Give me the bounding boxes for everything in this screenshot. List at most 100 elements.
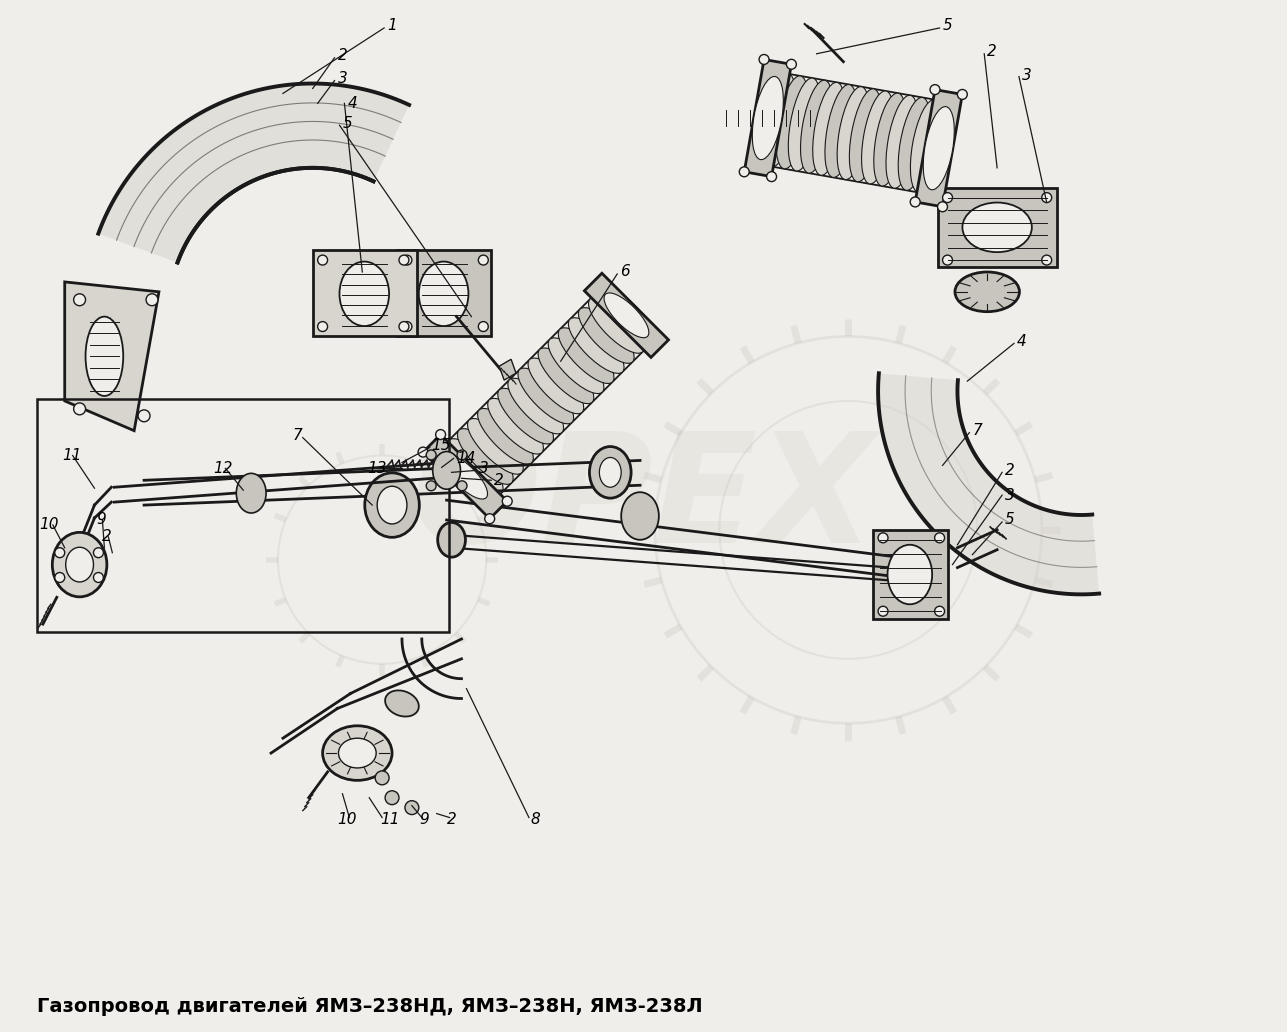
Circle shape	[942, 255, 952, 265]
Ellipse shape	[340, 261, 389, 326]
Circle shape	[878, 606, 888, 616]
Ellipse shape	[548, 337, 604, 393]
Text: 5: 5	[942, 19, 952, 33]
Ellipse shape	[323, 725, 393, 780]
Ellipse shape	[517, 368, 574, 424]
Ellipse shape	[448, 439, 503, 494]
Text: 13: 13	[367, 461, 387, 476]
Ellipse shape	[508, 378, 564, 433]
Text: 9: 9	[420, 812, 430, 827]
Ellipse shape	[569, 318, 624, 374]
Circle shape	[910, 197, 920, 206]
Circle shape	[318, 322, 328, 331]
Circle shape	[426, 450, 436, 460]
Ellipse shape	[589, 447, 631, 498]
Polygon shape	[915, 90, 963, 206]
Text: 11: 11	[63, 448, 82, 463]
Circle shape	[94, 573, 103, 582]
Text: 5: 5	[1005, 513, 1015, 527]
Text: 15: 15	[431, 438, 452, 453]
Ellipse shape	[963, 202, 1032, 252]
Circle shape	[485, 514, 494, 523]
Ellipse shape	[477, 409, 533, 464]
Text: 14: 14	[457, 451, 476, 466]
Ellipse shape	[898, 97, 931, 190]
Ellipse shape	[604, 293, 649, 337]
Text: 2: 2	[447, 812, 457, 827]
Circle shape	[402, 322, 412, 331]
Text: 2: 2	[1005, 463, 1015, 478]
Ellipse shape	[837, 87, 870, 180]
Ellipse shape	[237, 474, 266, 513]
Ellipse shape	[438, 449, 493, 505]
Text: 8: 8	[532, 812, 541, 827]
Ellipse shape	[764, 73, 797, 166]
Circle shape	[435, 429, 445, 440]
Circle shape	[786, 59, 797, 69]
Ellipse shape	[910, 99, 942, 193]
Circle shape	[55, 548, 64, 557]
Ellipse shape	[438, 522, 466, 557]
Ellipse shape	[801, 80, 833, 173]
Text: 5: 5	[342, 116, 353, 131]
Polygon shape	[98, 84, 409, 262]
Text: 4: 4	[1017, 334, 1027, 349]
Ellipse shape	[622, 492, 659, 540]
Polygon shape	[584, 273, 668, 357]
Polygon shape	[499, 359, 516, 380]
Ellipse shape	[385, 690, 418, 716]
Circle shape	[399, 322, 409, 331]
Polygon shape	[396, 250, 492, 336]
Text: 3: 3	[1022, 68, 1032, 84]
Text: 2: 2	[103, 529, 112, 544]
Text: 3: 3	[337, 71, 347, 86]
Polygon shape	[423, 434, 507, 519]
Ellipse shape	[849, 89, 882, 182]
Circle shape	[934, 533, 945, 543]
Ellipse shape	[538, 348, 593, 404]
Circle shape	[931, 85, 940, 95]
Ellipse shape	[885, 95, 919, 188]
Circle shape	[759, 55, 770, 64]
Ellipse shape	[600, 457, 622, 487]
Circle shape	[402, 255, 412, 265]
Ellipse shape	[598, 288, 654, 344]
Ellipse shape	[498, 388, 553, 444]
Ellipse shape	[874, 93, 906, 186]
Ellipse shape	[418, 261, 468, 326]
Circle shape	[405, 801, 418, 814]
Circle shape	[138, 410, 151, 422]
Circle shape	[739, 167, 749, 176]
Text: 11: 11	[380, 812, 400, 827]
Circle shape	[878, 533, 888, 543]
Ellipse shape	[825, 85, 857, 178]
Text: Газопровод двигателей ЯМЗ–238НД, ЯМЗ–238Н, ЯМЗ-238Л: Газопровод двигателей ЯМЗ–238НД, ЯМЗ–238…	[37, 997, 703, 1015]
Circle shape	[376, 771, 389, 784]
Ellipse shape	[588, 297, 645, 353]
Ellipse shape	[66, 547, 94, 582]
Polygon shape	[873, 529, 947, 619]
Text: OPEX: OPEX	[411, 425, 875, 575]
Ellipse shape	[559, 328, 614, 384]
Ellipse shape	[578, 308, 634, 363]
Text: 3: 3	[1005, 488, 1015, 503]
Text: 6: 6	[620, 264, 629, 280]
Ellipse shape	[955, 272, 1019, 312]
Circle shape	[73, 402, 85, 415]
Circle shape	[426, 481, 436, 491]
Ellipse shape	[457, 428, 514, 484]
Text: 1: 1	[387, 19, 396, 33]
Circle shape	[73, 294, 85, 305]
Bar	[37, 399, 449, 632]
Text: 2: 2	[337, 49, 347, 63]
Polygon shape	[938, 188, 1057, 267]
Ellipse shape	[752, 71, 784, 164]
Text: 9: 9	[97, 513, 107, 527]
Ellipse shape	[812, 83, 846, 175]
Circle shape	[942, 193, 952, 202]
Ellipse shape	[776, 76, 808, 169]
Polygon shape	[744, 60, 792, 176]
Ellipse shape	[53, 533, 107, 596]
Ellipse shape	[488, 398, 543, 454]
Ellipse shape	[888, 545, 932, 605]
